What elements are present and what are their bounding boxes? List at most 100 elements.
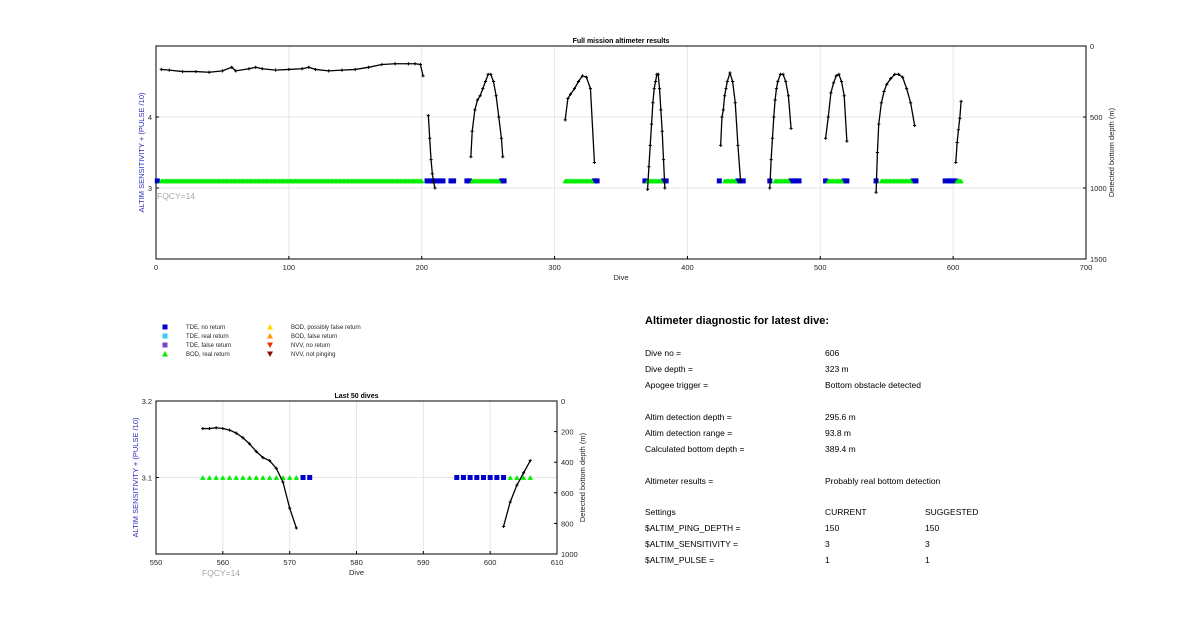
bod-real-return-marker [507, 475, 513, 480]
bottom-depth-point [645, 187, 650, 192]
diag-label-altim-detection-range: Altim detection range = [645, 428, 733, 438]
tde-no-return-marker [427, 178, 433, 184]
bottom-depth-point [653, 79, 658, 84]
x-tick-label: 550 [150, 558, 163, 567]
bottom-depth-point [563, 118, 567, 122]
bod-real-return-marker [213, 475, 219, 480]
x-tick-label: 300 [548, 263, 561, 272]
bottom-depth-point [781, 72, 785, 76]
y-right-tick-label: 600 [561, 489, 574, 498]
tde-no-return-marker [501, 178, 507, 184]
bod-real-return-marker [418, 178, 425, 184]
x-tick-label: 570 [283, 558, 296, 567]
bottom-depth-point [913, 123, 917, 128]
legend-label: BOD, real return [186, 352, 230, 358]
bottom-depth-point [426, 113, 430, 118]
bottom-depth-point [885, 82, 889, 86]
bottom-depth-point [201, 426, 205, 431]
bod-real-return-marker [260, 475, 266, 480]
settings-header-suggested: SUGGESTED [925, 507, 979, 517]
bottom-depth-point [660, 129, 664, 133]
bottom-depth-point [366, 65, 371, 69]
chart-last-50-dives: 550 560 570 580 590 600 610 3.1 3.2 0 200 400 600 800… [131, 393, 587, 578]
diag-label-dive-no: Dive no = [645, 348, 682, 358]
bottom-depth-point [768, 186, 772, 190]
bottom-depth-point [845, 139, 849, 143]
bottom-depth-point [501, 524, 506, 529]
bottom-depth-point [905, 87, 909, 91]
legend-label: TDE, real return [186, 334, 229, 340]
bottom-depth-point [829, 91, 833, 95]
bottom-depth-point [580, 74, 585, 78]
diag-value-dive-no: 606 [825, 348, 840, 358]
bottom-depth-point [661, 158, 666, 162]
bottom-depth-point [826, 115, 830, 119]
bod-real-return-marker [496, 178, 502, 184]
y-left-axis-label: ALTIM SENSITIVITY + (PULSE /10) [131, 417, 140, 537]
y-right-tick-label: 800 [561, 519, 574, 528]
tde-no-return-marker [735, 178, 741, 184]
tde-no-return-marker [448, 178, 454, 184]
bottom-depth-point [220, 69, 225, 73]
setting-current-ping-depth: 150 [825, 523, 840, 533]
bottom-depth-line [875, 73, 916, 193]
bottom-depth-point [489, 72, 493, 76]
y-right-tick-label: 0 [561, 397, 565, 406]
bod-real-return-marker [838, 178, 845, 184]
tde-no-return-marker [480, 475, 486, 480]
bod-real-return-marker [240, 475, 246, 480]
legend-label: BOD, possibly false return [291, 325, 361, 331]
tde-no-return-marker [440, 178, 446, 184]
bottom-depth-point [380, 62, 384, 67]
bottom-depth-point [473, 108, 477, 112]
tde-no-return-marker [307, 475, 313, 480]
x-tick-label: 580 [350, 558, 363, 567]
bottom-depth-point [572, 87, 577, 91]
y-right-tick-label: 400 [561, 458, 574, 467]
setting-suggested-pulse: 1 [925, 555, 930, 565]
tde-no-return-marker [498, 178, 504, 184]
bottom-depth-point [273, 68, 278, 72]
bod-real-return-marker [233, 475, 239, 480]
bottom-depth-point [651, 101, 655, 105]
bottom-depth-point [274, 466, 278, 470]
legend-triangle-up-marker [267, 333, 273, 339]
bottom-depth-point [497, 115, 501, 119]
tde-no-return-marker [950, 178, 956, 184]
bottom-depth-point [214, 426, 218, 430]
legend-label: BOD, false return [291, 334, 337, 340]
y-right-tick-label: 0 [1090, 42, 1094, 51]
bottom-depth-point [478, 94, 482, 98]
bottom-depth-point [281, 480, 285, 484]
bottom-depth-point [588, 87, 593, 91]
diag-label-apogee-trigger: Apogee trigger = [645, 380, 709, 390]
bottom-depth-point [773, 98, 777, 102]
bod-real-return-marker [273, 475, 280, 480]
diag-label-calculated-bottom-depth: Calculated bottom depth = [645, 444, 745, 454]
tde-no-return-marker [788, 178, 794, 184]
bottom-depth-point [647, 165, 651, 169]
x-tick-label: 590 [417, 558, 430, 567]
bod-real-return-marker [220, 475, 226, 480]
tde-no-return-marker [791, 178, 797, 184]
bod-real-return-marker [514, 475, 520, 480]
tde-no-return-marker [429, 178, 435, 184]
settings-header-current: CURRENT [825, 507, 867, 517]
diag-label-altimeter-results: Altimeter results = [645, 476, 714, 486]
y-left-axis-label: ALTIM SENSITIVITY + (PULSE /10) [137, 92, 146, 212]
tde-no-return-marker [454, 475, 460, 480]
bottom-depth-point [241, 436, 245, 440]
bottom-depth-line [427, 115, 436, 189]
x-tick-label: 100 [283, 263, 296, 272]
y-right-tick-label: 1000 [1090, 184, 1107, 193]
bottom-depth-point [287, 67, 291, 72]
bottom-depth-point [784, 79, 788, 84]
legend-label: NVV, not pinging [291, 352, 335, 358]
bottom-depth-point [494, 94, 498, 98]
bottom-depth-point [723, 94, 727, 98]
bottom-depth-point [230, 65, 234, 69]
bottom-depth-point [433, 186, 437, 190]
setting-suggested-ping-depth: 150 [925, 523, 940, 533]
bottom-depth-point [429, 158, 433, 162]
